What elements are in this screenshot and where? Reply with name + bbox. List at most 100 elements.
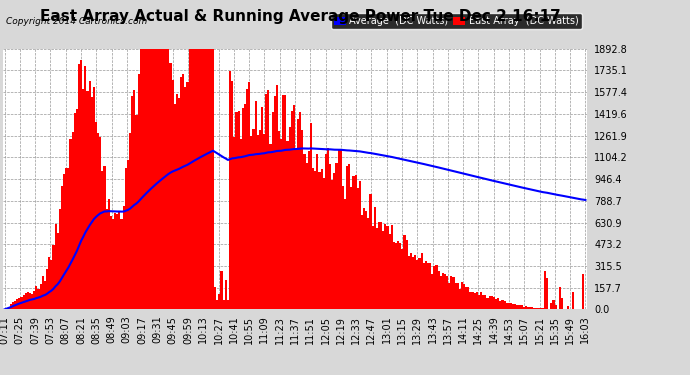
Bar xyxy=(82,89,84,309)
Bar xyxy=(37,289,39,309)
Bar xyxy=(508,303,510,309)
Bar xyxy=(540,308,542,309)
Bar xyxy=(216,300,218,309)
Bar xyxy=(114,213,116,309)
Bar xyxy=(10,304,12,309)
Bar xyxy=(355,176,357,309)
Bar xyxy=(461,282,463,309)
Bar xyxy=(433,266,435,309)
Bar xyxy=(119,211,121,309)
Bar xyxy=(244,104,246,309)
Bar xyxy=(429,262,431,309)
Bar xyxy=(259,130,261,309)
Bar xyxy=(190,49,193,309)
Bar xyxy=(446,276,448,309)
Bar xyxy=(76,108,78,309)
Bar xyxy=(221,271,223,309)
Bar xyxy=(263,134,265,309)
Bar xyxy=(180,77,182,309)
Bar xyxy=(382,231,384,309)
Bar xyxy=(44,281,46,309)
Bar xyxy=(163,49,165,309)
Bar xyxy=(269,144,272,309)
Bar xyxy=(514,304,516,309)
Bar xyxy=(431,274,433,309)
Bar xyxy=(150,49,152,309)
Bar xyxy=(282,95,284,309)
Bar xyxy=(68,168,70,309)
Bar xyxy=(225,280,227,309)
Bar xyxy=(201,49,204,309)
Bar xyxy=(133,90,135,309)
Bar xyxy=(170,63,172,309)
Bar xyxy=(106,209,108,309)
Bar xyxy=(6,308,8,309)
Bar xyxy=(478,295,480,309)
Bar xyxy=(321,170,323,309)
Bar xyxy=(104,166,106,309)
Bar xyxy=(90,97,93,309)
Bar xyxy=(451,276,453,309)
Bar xyxy=(174,104,176,309)
Bar xyxy=(359,181,361,309)
Bar xyxy=(495,299,497,309)
Bar xyxy=(442,273,444,309)
Bar xyxy=(146,49,148,309)
Bar xyxy=(491,296,493,309)
Bar xyxy=(314,171,316,309)
Bar xyxy=(184,87,186,309)
Bar xyxy=(339,150,342,309)
Bar xyxy=(78,64,80,309)
Bar xyxy=(255,100,257,309)
Bar xyxy=(329,164,331,309)
Bar xyxy=(553,300,555,309)
Bar xyxy=(335,163,337,309)
Bar xyxy=(23,295,25,309)
Bar xyxy=(388,234,391,309)
Bar xyxy=(357,188,359,309)
Bar xyxy=(218,294,221,309)
Bar xyxy=(453,277,455,309)
Bar xyxy=(393,242,395,309)
Bar xyxy=(188,49,190,309)
Bar xyxy=(267,90,269,309)
Bar xyxy=(423,263,425,309)
Bar xyxy=(55,224,57,309)
Bar xyxy=(84,66,86,309)
Bar xyxy=(141,49,144,309)
Bar xyxy=(110,216,112,309)
Bar xyxy=(361,215,363,309)
Bar xyxy=(561,298,563,309)
Bar xyxy=(99,137,101,309)
Bar xyxy=(493,297,495,309)
Bar xyxy=(312,168,314,309)
Bar xyxy=(208,49,210,309)
Bar xyxy=(108,199,110,309)
Bar xyxy=(435,265,437,309)
Bar xyxy=(235,112,237,309)
Bar xyxy=(286,141,288,309)
Bar xyxy=(265,94,267,309)
Bar xyxy=(17,299,19,309)
Bar xyxy=(484,296,486,309)
Bar xyxy=(248,82,250,309)
Bar xyxy=(363,209,365,309)
Bar xyxy=(274,96,276,309)
Bar xyxy=(482,295,484,309)
Bar xyxy=(406,240,408,309)
Bar xyxy=(351,187,353,309)
Bar xyxy=(397,242,400,309)
Bar xyxy=(57,233,59,309)
Bar xyxy=(302,130,304,309)
Bar xyxy=(402,249,404,309)
Bar xyxy=(555,305,557,309)
Bar xyxy=(39,284,42,309)
Bar xyxy=(112,219,114,309)
Bar xyxy=(506,303,508,309)
Bar xyxy=(272,112,274,309)
Bar xyxy=(19,298,21,309)
Bar xyxy=(346,165,348,309)
Bar xyxy=(546,278,548,309)
Bar xyxy=(391,225,393,309)
Bar xyxy=(52,244,55,309)
